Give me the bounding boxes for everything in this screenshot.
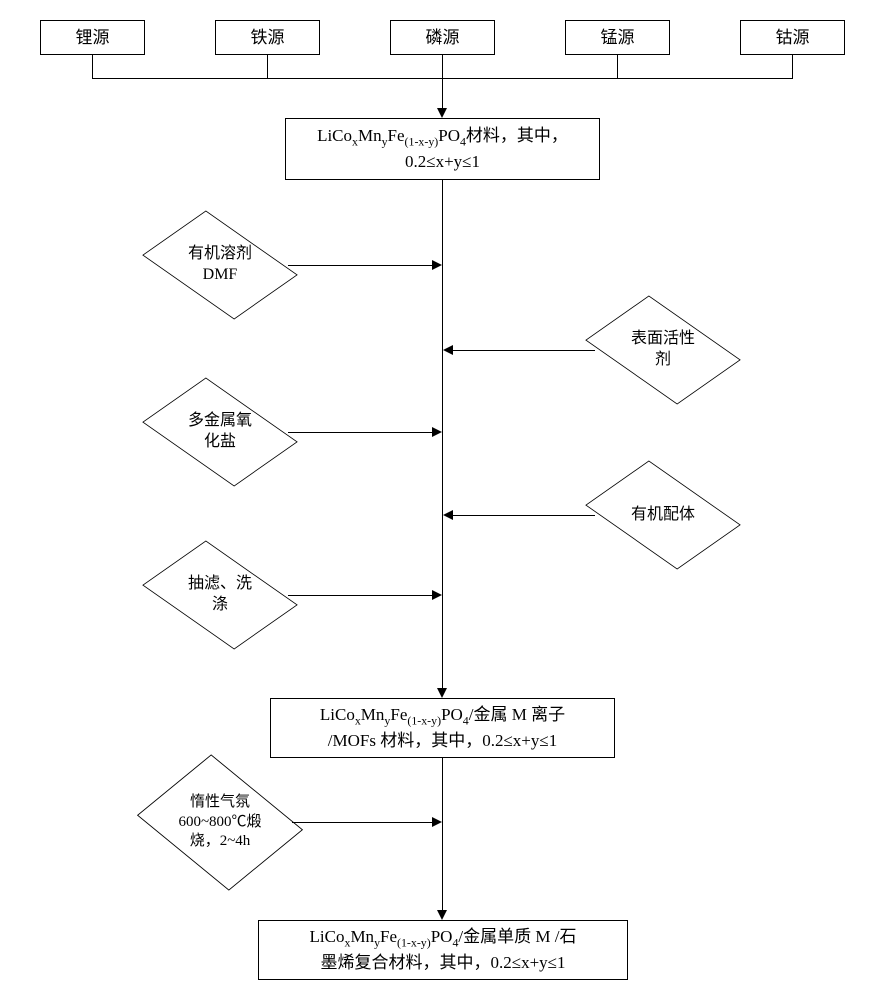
source-co: 钴源	[740, 20, 845, 55]
material-box-1-line1: LiCoxMnyFe(1-x-y)PO4材料，其中，	[317, 124, 568, 150]
arrow-right-icon	[432, 590, 442, 600]
arrow-down-icon	[437, 688, 447, 698]
connector	[442, 55, 443, 78]
material-box-1-line2: 0.2≤x+y≤1	[405, 150, 480, 174]
diamond-filter-text: 抽滤、洗涤	[145, 550, 295, 640]
material-box-2: LiCoxMnyFe(1-x-y)PO4/金属 M 离子 /MOFs 材料，其中…	[270, 698, 615, 758]
diamond-filter-wash: 抽滤、洗涤	[155, 550, 285, 640]
diamond-surfactant: 表面活性剂	[598, 305, 728, 395]
diamond-organic-ligand: 有机配体	[598, 470, 728, 560]
diamond-dmf-text: 有机溶剂DMF	[145, 220, 295, 310]
connector	[92, 55, 93, 78]
diamond-polyoxo-text: 多金属氧化盐	[145, 387, 295, 477]
source-fe: 铁源	[215, 20, 320, 55]
arrow-down-icon	[437, 108, 447, 118]
diamond-calcination: 惰性气氛600~800℃煅烧，2~4h	[155, 770, 285, 875]
source-li-label: 锂源	[76, 26, 110, 50]
source-p-label: 磷源	[426, 26, 460, 50]
material-box-3-line1: LiCoxMnyFe(1-x-y)PO4/金属单质 M /石	[310, 925, 577, 951]
arrow-right-icon	[432, 260, 442, 270]
arrow-right-icon	[432, 427, 442, 437]
connector	[442, 78, 443, 110]
source-co-label: 钴源	[776, 26, 810, 50]
material-box-1: LiCoxMnyFe(1-x-y)PO4材料，其中， 0.2≤x+y≤1	[285, 118, 600, 180]
central-line	[442, 180, 443, 690]
diamond-surfactant-text: 表面活性剂	[588, 305, 738, 395]
source-mn: 锰源	[565, 20, 670, 55]
source-li: 锂源	[40, 20, 145, 55]
diamond-dmf: 有机溶剂DMF	[155, 220, 285, 310]
connector	[288, 432, 433, 433]
material-box-3: LiCoxMnyFe(1-x-y)PO4/金属单质 M /石 墨烯复合材料，其中…	[258, 920, 628, 980]
diamond-calcination-text: 惰性气氛600~800℃煅烧，2~4h	[145, 770, 295, 875]
material-box-2-line1: LiCoxMnyFe(1-x-y)PO4/金属 M 离子	[320, 703, 565, 729]
source-fe-label: 铁源	[251, 26, 285, 50]
connector	[452, 515, 595, 516]
arrow-right-icon	[432, 817, 442, 827]
connector	[288, 595, 433, 596]
material-box-2-line2: /MOFs 材料，其中，0.2≤x+y≤1	[328, 729, 557, 753]
connector	[617, 55, 618, 78]
arrow-down-icon	[437, 910, 447, 920]
source-p: 磷源	[390, 20, 495, 55]
connector	[292, 822, 433, 823]
central-line-2	[442, 758, 443, 912]
connector	[792, 55, 793, 78]
connector	[288, 265, 433, 266]
diamond-ligand-text: 有机配体	[588, 470, 738, 560]
arrow-left-icon	[443, 345, 453, 355]
diamond-polyoxometalate: 多金属氧化盐	[155, 387, 285, 477]
arrow-left-icon	[443, 510, 453, 520]
material-box-3-line2: 墨烯复合材料，其中，0.2≤x+y≤1	[321, 951, 566, 975]
source-mn-label: 锰源	[601, 26, 635, 50]
connector	[452, 350, 595, 351]
connector	[267, 55, 268, 78]
